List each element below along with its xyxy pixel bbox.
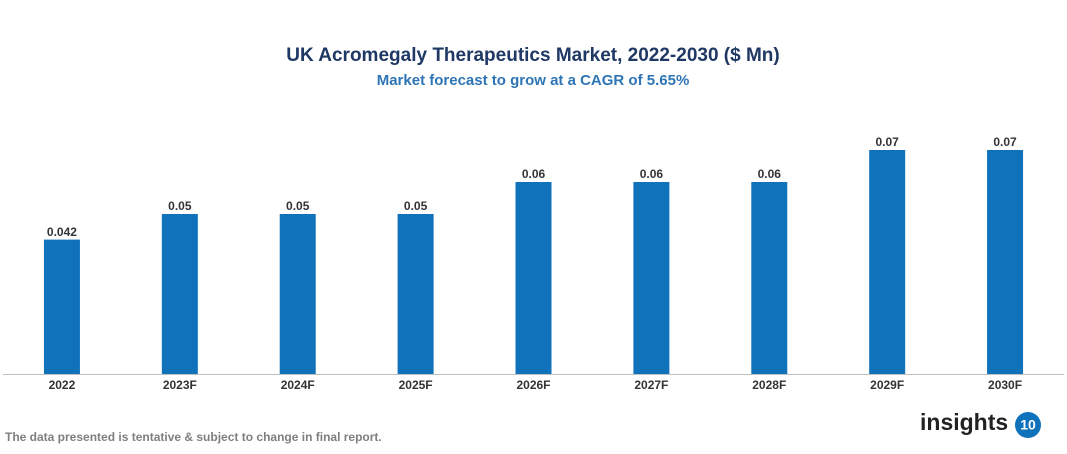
logo-badge (1015, 412, 1041, 438)
bar (279, 214, 316, 374)
x-tick-label: 2028F (752, 378, 786, 392)
data-label: 0.05 (168, 199, 192, 213)
data-label: 0.07 (993, 135, 1017, 149)
x-tick-label: 2025F (399, 378, 433, 392)
data-label: 0.042 (47, 225, 77, 239)
x-tick-label: 2027F (634, 378, 668, 392)
bar (633, 182, 670, 374)
x-tick-label: 2026F (516, 378, 550, 392)
logo-text: insights (920, 409, 1008, 435)
data-label: 0.06 (640, 167, 664, 181)
bar (869, 150, 906, 374)
bar (161, 214, 198, 374)
x-tick-label: 2029F (870, 378, 904, 392)
bar (43, 239, 80, 374)
bar (515, 182, 552, 374)
bar (987, 150, 1024, 374)
bar (751, 182, 788, 374)
data-label: 0.06 (758, 167, 782, 181)
x-tick-label: 2030F (988, 378, 1022, 392)
chart-subtitle: Market forecast to grow at a CAGR of 5.6… (377, 72, 690, 89)
data-label: 0.05 (404, 199, 428, 213)
chart-title: UK Acromegaly Therapeutics Market, 2022-… (286, 45, 779, 66)
x-tick-label: 2023F (163, 378, 197, 392)
x-tick-label: 2022 (49, 378, 76, 392)
bar (397, 214, 434, 374)
logo-badge-text: 10 (1020, 417, 1036, 433)
data-label: 0.05 (286, 199, 310, 213)
data-label: 0.07 (875, 135, 899, 149)
data-label: 0.06 (522, 167, 546, 181)
footer-note: The data presented is tentative & subjec… (5, 430, 382, 444)
x-tick-label: 2024F (281, 378, 315, 392)
